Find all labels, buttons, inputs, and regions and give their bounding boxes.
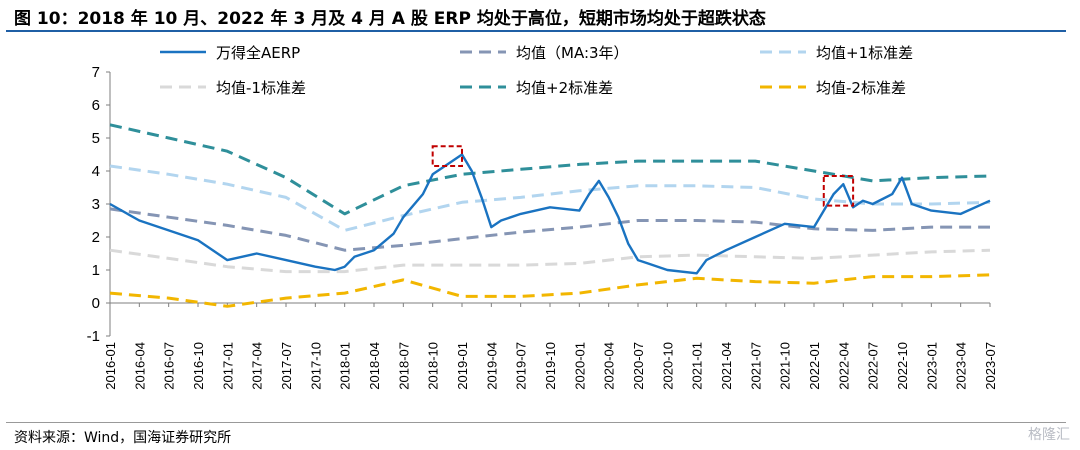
x-tick-label: 2020-04 — [602, 342, 617, 390]
legend-label: 均值-2标准差 — [816, 79, 906, 97]
x-tick-label: 2020-07 — [631, 342, 646, 390]
x-tick-label: 2018-04 — [367, 342, 382, 390]
x-tick-label: 2019-01 — [455, 342, 470, 390]
series-line-3 — [109, 248, 991, 274]
y-tick-label: 1 — [92, 262, 100, 279]
legend-label: 均值+1标准差 — [816, 44, 913, 62]
x-tick-label: 2021-07 — [748, 342, 763, 390]
legend-label: 万得全AERP — [216, 44, 300, 62]
x-tick-label: 2017-07 — [279, 342, 294, 390]
legend-label: 均值+2标准差 — [516, 79, 613, 97]
x-tick-label: 2022-01 — [807, 342, 822, 390]
x-tick-label: 2023-07 — [983, 342, 998, 390]
y-tick-label: 5 — [92, 130, 100, 147]
x-tick-label: 2018-07 — [396, 342, 411, 390]
x-tick-label: 2020-01 — [572, 342, 587, 390]
y-tick-label: 0 — [92, 295, 100, 312]
highlight-box — [431, 145, 463, 168]
x-tick-label: 2016-07 — [162, 342, 177, 390]
title-rule — [6, 30, 1066, 32]
series-line-5 — [109, 273, 991, 308]
x-tick-label: 2019-10 — [543, 342, 558, 390]
x-tick-label: 2020-10 — [660, 342, 675, 390]
y-tick-label: 3 — [92, 196, 100, 213]
series-line-1 — [109, 207, 990, 252]
figure-title: 图 10：2018 年 10 月、2022 年 3 月及 4 月 A 股 ERP… — [14, 9, 766, 29]
x-tick-label: 2021-01 — [690, 342, 705, 390]
x-tick-label: 2019-07 — [514, 342, 529, 390]
x-tick-label: 2022-10 — [895, 342, 910, 390]
x-tick-label: 2017-04 — [250, 342, 265, 390]
series-line-2 — [109, 164, 991, 232]
x-tick-label: 2018-10 — [426, 342, 441, 390]
x-tick-label: 2023-04 — [954, 342, 969, 390]
x-tick-label: 2021-10 — [778, 342, 793, 390]
x-tick-label: 2018-01 — [338, 342, 353, 390]
y-tick-label: 2 — [92, 229, 100, 246]
x-tick-label: 2019-04 — [484, 342, 499, 390]
x-tick-label: 2016-01 — [103, 342, 118, 390]
legend-label: 均值-1标准差 — [216, 79, 306, 97]
x-tick-label: 2017-10 — [308, 342, 323, 390]
legend-label: 均值（MA:3年） — [516, 44, 629, 62]
x-tick-label: 2021-04 — [719, 342, 734, 390]
x-tick-label: 2023-01 — [924, 342, 939, 390]
y-tick-label: 7 — [92, 64, 100, 81]
y-tick-label: 4 — [92, 163, 100, 180]
source-rule — [6, 422, 1066, 423]
x-tick-label: 2016-10 — [191, 342, 206, 390]
x-tick-label: 2017-01 — [220, 342, 235, 390]
x-tick-label: 2022-04 — [836, 342, 851, 390]
series-line-0 — [109, 153, 991, 275]
x-tick-label: 2022-07 — [866, 342, 881, 390]
series-line-4 — [109, 123, 991, 216]
y-tick-label: -1 — [87, 328, 100, 345]
watermark-logo: 格隆汇 — [1028, 427, 1070, 443]
y-tick-label: 6 — [92, 97, 100, 114]
source-note: 资料来源：Wind，国海证券研究所 — [14, 430, 232, 446]
x-tick-label: 2016-04 — [132, 342, 147, 390]
highlight-box — [822, 174, 855, 207]
